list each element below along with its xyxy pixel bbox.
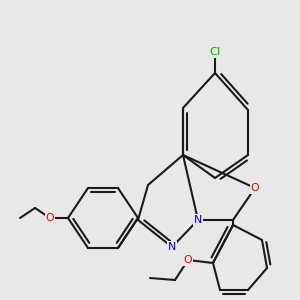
Text: O: O	[251, 183, 259, 193]
Text: O: O	[46, 213, 54, 223]
Text: N: N	[194, 215, 202, 225]
Text: O: O	[184, 255, 192, 265]
Text: N: N	[168, 242, 176, 252]
Text: Cl: Cl	[209, 47, 220, 57]
